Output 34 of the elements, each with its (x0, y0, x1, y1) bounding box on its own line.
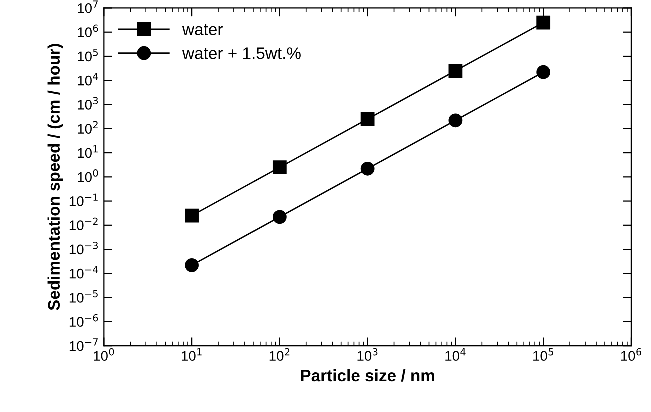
point (448, 64, 463, 78)
y-tick-label: 10$^{−3}$ (70, 242, 98, 255)
point (360, 162, 375, 176)
y-axis-title: Sedimentation speed / (cm / hour) (48, 44, 64, 310)
y-tick-label: 10$^{0}$ (78, 170, 98, 182)
y-tick-label: 10$^{5}$ (78, 49, 98, 62)
y-tick-label: 10$^{1}$ (78, 146, 98, 158)
y-tick-label: 10$^{−2}$ (70, 218, 98, 230)
x-tick-label: 10$^{5}$ (534, 348, 554, 362)
point (448, 114, 463, 128)
y-tick-label: 10$^{7}$ (78, 0, 98, 14)
x-tick-label: 10$^{2}$ (270, 348, 290, 362)
x-tick-label: 10$^{6}$ (621, 348, 642, 362)
y-tick-label: 10$^{4}$ (78, 73, 98, 86)
point (272, 160, 287, 174)
point (360, 112, 375, 126)
point (185, 258, 199, 272)
y-tick-label: 10$^{−5}$ (70, 290, 98, 303)
x-tick-label: 10$^{4}$ (446, 348, 466, 362)
y-tick-label: 10$^{3}$ (78, 97, 98, 110)
y-tick-label: 10$^{−4}$ (70, 266, 98, 279)
x-axis-title: Particle size / nm (301, 369, 434, 382)
legend-label: water (182, 24, 223, 36)
y-tick-label: 10$^{−1}$ (70, 194, 98, 206)
point (185, 208, 199, 223)
y-tick-label: 10$^{−6}$ (70, 314, 98, 328)
y-tick-label: 10$^{2}$ (78, 121, 98, 134)
point (536, 16, 551, 30)
y-tick-label: 10$^{6}$ (78, 24, 98, 38)
point (272, 210, 287, 224)
x-tick-label: 10$^{3}$ (358, 348, 378, 362)
point (536, 65, 551, 80)
legend-label: water + 1.5wt.% (182, 48, 301, 60)
x-tick-label: 10$^{1}$ (182, 348, 202, 362)
